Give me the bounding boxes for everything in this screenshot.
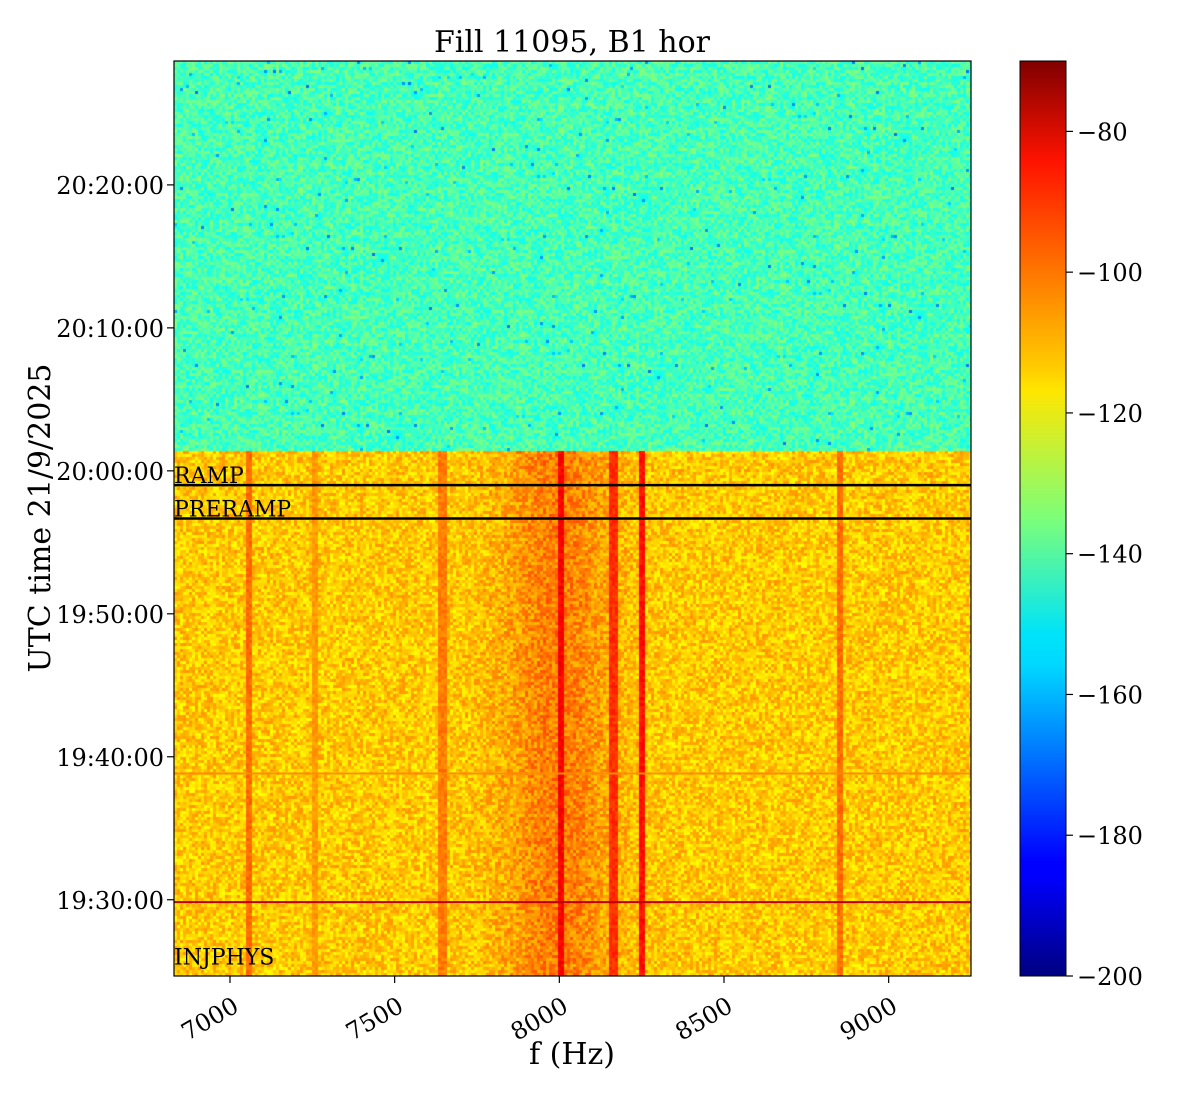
x-axis: 7000 7500 8000 8500 9000 (176, 976, 902, 1046)
y-tick-label: 19:50:00 (56, 601, 164, 629)
x-tick-label: 7000 (176, 991, 243, 1046)
chart-title: Fill 11095, B1 hor (434, 25, 711, 60)
colorbar-tick-label: −200 (1077, 963, 1143, 991)
x-tick-label: 7500 (341, 991, 408, 1046)
colorbar-tick-label: −160 (1077, 681, 1143, 709)
colorbar: −80 −100 −120 −140 −160 −180 −200 (1019, 60, 1143, 991)
plot-frame (173, 60, 972, 977)
marker-label-ramp: RAMP (174, 464, 244, 489)
marker-label-injphys: INJPHYS (174, 945, 274, 970)
colorbar-tick-label: −100 (1077, 259, 1143, 287)
marker-label-preramp: PRERAMP (174, 498, 291, 523)
x-axis-label: f (Hz) (529, 1037, 615, 1072)
y-axis: 19:30:00 19:40:00 19:50:00 20:00:00 20:10:00… (56, 172, 174, 915)
colorbar-tick-label: −180 (1077, 822, 1143, 850)
colorbar-tick-label: −120 (1077, 400, 1143, 428)
y-tick-label: 20:20:00 (56, 172, 164, 200)
y-axis-label: UTC time 21/9/2025 (23, 364, 58, 673)
x-tick-label: 8500 (671, 991, 738, 1046)
colorbar-tick-label: −140 (1077, 541, 1143, 569)
colorbar-gradient (1019, 60, 1067, 977)
colorbar-ticks: −80 −100 −120 −140 −160 −180 −200 (1066, 118, 1143, 991)
x-tick-label: 9000 (835, 991, 902, 1046)
y-tick-label: 20:00:00 (56, 458, 164, 486)
y-tick-label: 20:10:00 (56, 315, 164, 343)
y-tick-label: 19:40:00 (56, 744, 164, 772)
y-tick-label: 19:30:00 (56, 887, 164, 915)
annotation-layer: RAMP PRERAMP INJPHYS (174, 464, 971, 970)
colorbar-tick-label: −80 (1077, 118, 1128, 146)
